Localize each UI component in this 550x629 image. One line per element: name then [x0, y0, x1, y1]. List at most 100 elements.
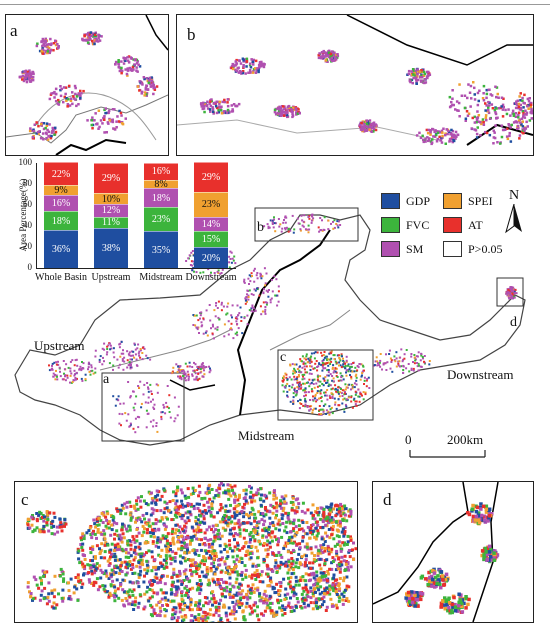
raster-pixel — [177, 369, 180, 372]
raster-pixel — [509, 286, 512, 289]
raster-pixel — [76, 364, 79, 367]
raster-pixel — [274, 501, 278, 505]
raster-pixel — [334, 401, 337, 404]
raster-pixel — [345, 355, 348, 358]
raster-pixel — [262, 613, 265, 617]
raster-pixel — [210, 597, 214, 601]
raster-pixel — [241, 505, 245, 509]
raster-pixel — [199, 528, 203, 532]
raster-pixel — [310, 355, 313, 358]
raster-pixel — [233, 484, 237, 488]
raster-pixel — [95, 544, 99, 548]
raster-pixel — [231, 257, 234, 260]
raster-pixel — [180, 583, 184, 586]
raster-pixel — [174, 551, 178, 555]
raster-pixel — [209, 369, 212, 372]
raster-pixel — [303, 357, 306, 360]
raster-pixel — [283, 529, 287, 533]
raster-pixel — [50, 134, 53, 138]
raster-pixel — [322, 367, 325, 370]
raster-pixel — [334, 387, 337, 390]
raster-pixel — [314, 526, 318, 530]
raster-pixel — [201, 362, 204, 365]
raster-pixel — [208, 600, 212, 604]
raster-pixel — [271, 290, 274, 293]
raster-pixel — [75, 371, 78, 374]
raster-pixel — [119, 111, 123, 115]
raster-pixel — [133, 58, 137, 62]
raster-pixel — [127, 55, 131, 58]
raster-pixel — [360, 375, 363, 378]
raster-pixel — [307, 573, 311, 577]
raster-pixel — [345, 398, 348, 401]
raster-pixel — [455, 135, 458, 138]
raster-pixel — [146, 357, 149, 360]
x-category-label: Downstream — [185, 272, 237, 283]
raster-pixel — [216, 307, 219, 309]
raster-pixel — [29, 80, 33, 83]
raster-pixel — [287, 576, 290, 580]
raster-pixel — [145, 94, 148, 97]
raster-pixel — [117, 120, 121, 123]
raster-pixel — [476, 91, 480, 95]
raster-pixel — [505, 291, 508, 294]
raster-pixel — [35, 44, 39, 48]
raster-pixel — [349, 370, 352, 373]
raster-pixel — [252, 58, 255, 62]
raster-pixel — [175, 508, 179, 512]
raster-pixel — [513, 296, 516, 299]
raster-pixel — [216, 270, 219, 273]
raster-pixel — [135, 66, 138, 69]
raster-pixel — [291, 214, 294, 217]
raster-pixel — [286, 571, 290, 575]
raster-pixel — [450, 128, 453, 132]
raster-pixel — [160, 564, 164, 568]
raster-pixel — [323, 356, 326, 359]
raster-pixel — [349, 535, 352, 539]
raster-pixel — [183, 586, 187, 590]
raster-pixel — [166, 545, 170, 549]
raster-pixel — [177, 365, 180, 368]
raster-pixel — [140, 520, 144, 524]
raster-pixel — [321, 57, 325, 60]
raster-pixel — [190, 538, 194, 542]
raster-pixel — [243, 280, 246, 283]
raster-pixel — [242, 515, 246, 519]
raster-pixel — [191, 366, 194, 368]
raster-pixel — [501, 128, 505, 132]
raster-pixel — [118, 343, 121, 346]
raster-pixel — [134, 417, 137, 420]
raster-pixel — [327, 228, 330, 231]
raster-pixel — [54, 43, 58, 47]
raster-pixel — [63, 95, 66, 99]
raster-pixel — [400, 348, 403, 351]
raster-pixel — [176, 486, 180, 490]
raster-pixel — [210, 99, 213, 103]
raster-pixel — [341, 375, 344, 378]
raster-pixel — [309, 408, 312, 411]
raster-pixel — [126, 59, 130, 62]
raster-pixel — [497, 107, 501, 110]
raster-pixel — [179, 488, 183, 492]
raster-pixel — [521, 125, 525, 128]
raster-pixel — [427, 72, 431, 75]
raster-pixel — [112, 395, 115, 398]
raster-pixel — [512, 114, 516, 117]
raster-pixel — [54, 378, 57, 381]
raster-pixel — [234, 610, 238, 614]
raster-pixel — [300, 371, 303, 374]
raster-pixel — [517, 113, 520, 117]
raster-pixel — [87, 368, 89, 371]
raster-pixel — [209, 556, 213, 560]
raster-pixel — [188, 254, 191, 257]
raster-pixel — [70, 372, 73, 375]
raster-pixel — [68, 84, 71, 88]
raster-pixel — [117, 65, 120, 69]
raster-pixel — [223, 514, 227, 517]
raster-pixel — [113, 108, 116, 111]
raster-pixel — [170, 591, 174, 595]
raster-pixel — [51, 368, 54, 371]
raster-pixel — [41, 46, 44, 50]
raster-pixel — [218, 102, 221, 105]
raster-pixel — [234, 504, 238, 508]
